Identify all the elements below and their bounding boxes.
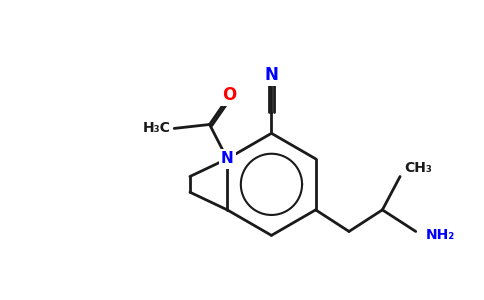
Text: H₃C: H₃C [142, 122, 170, 135]
Text: CH₃: CH₃ [404, 160, 432, 175]
Text: N: N [265, 66, 278, 84]
Text: N: N [221, 151, 234, 166]
Text: O: O [222, 86, 236, 104]
Text: NH₂: NH₂ [425, 228, 455, 242]
